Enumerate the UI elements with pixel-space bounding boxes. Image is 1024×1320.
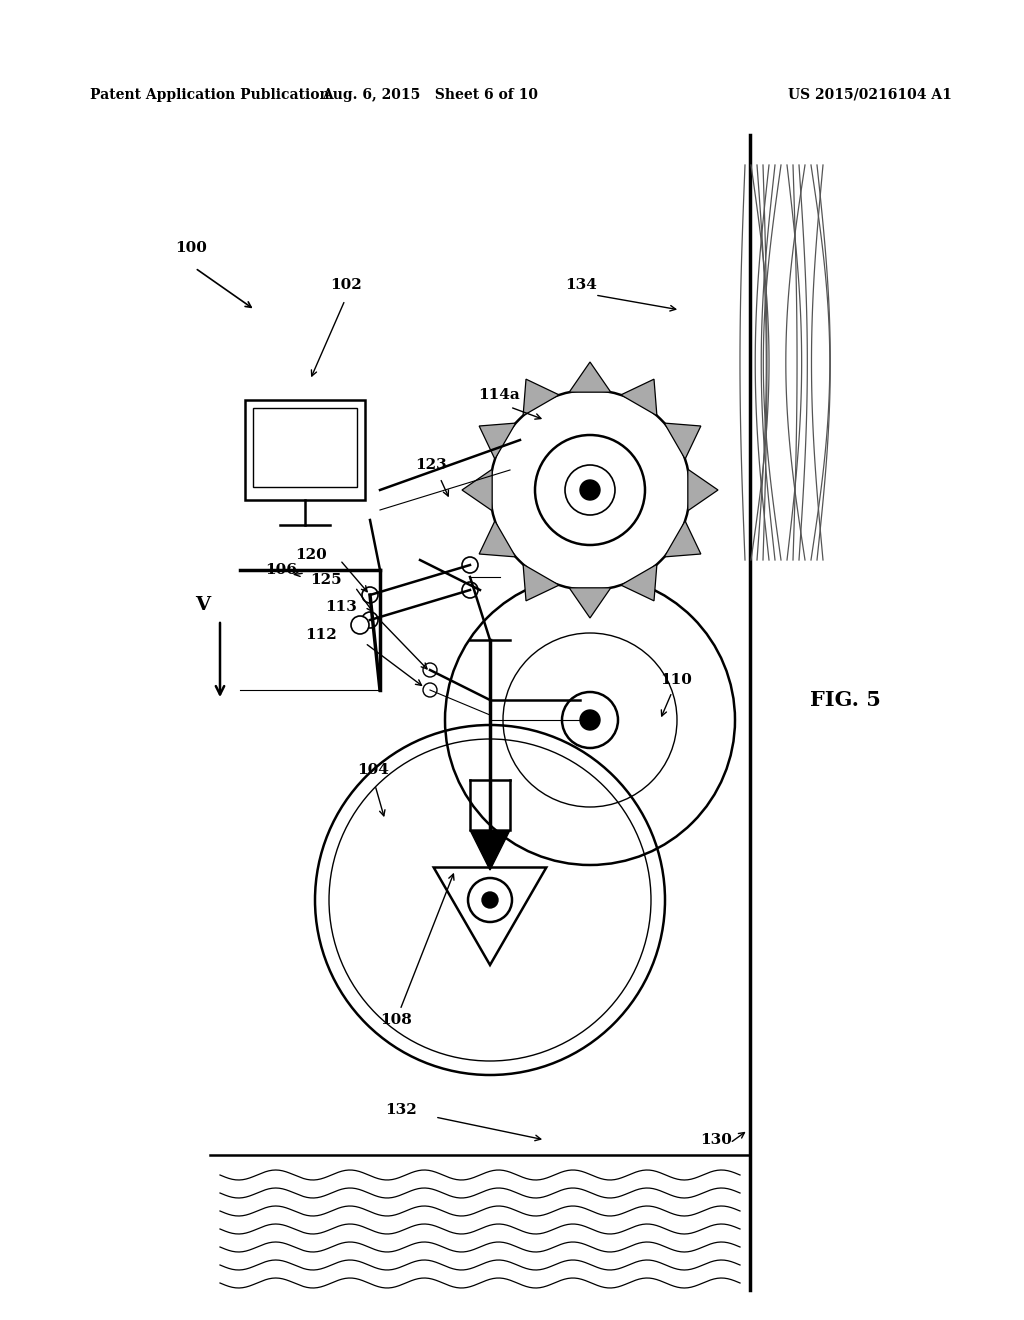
- Circle shape: [580, 480, 600, 500]
- Polygon shape: [569, 362, 610, 392]
- Text: 134: 134: [565, 279, 597, 292]
- Text: 102: 102: [330, 279, 361, 292]
- Text: 125: 125: [310, 573, 342, 587]
- Text: 108: 108: [380, 1012, 412, 1027]
- Text: 132: 132: [385, 1104, 417, 1117]
- Polygon shape: [470, 830, 510, 870]
- Text: 130: 130: [700, 1133, 732, 1147]
- Text: 106: 106: [265, 564, 297, 577]
- Circle shape: [351, 616, 369, 634]
- Circle shape: [565, 465, 615, 515]
- Polygon shape: [523, 379, 559, 416]
- Polygon shape: [479, 521, 516, 557]
- Text: US 2015/0216104 A1: US 2015/0216104 A1: [788, 88, 952, 102]
- Text: FIG. 5: FIG. 5: [810, 690, 881, 710]
- Circle shape: [423, 663, 437, 677]
- Polygon shape: [665, 521, 700, 557]
- Text: Patent Application Publication: Patent Application Publication: [90, 88, 330, 102]
- Circle shape: [482, 892, 498, 908]
- Polygon shape: [688, 469, 718, 511]
- Polygon shape: [665, 424, 700, 459]
- Bar: [245, 400, 365, 500]
- Circle shape: [490, 389, 690, 590]
- Circle shape: [362, 612, 378, 628]
- Bar: [253, 408, 357, 487]
- Circle shape: [468, 878, 512, 921]
- Polygon shape: [462, 469, 493, 511]
- Circle shape: [423, 682, 437, 697]
- Text: 114a: 114a: [478, 388, 520, 403]
- Text: 104: 104: [357, 763, 389, 777]
- Circle shape: [562, 692, 618, 748]
- Polygon shape: [621, 565, 657, 601]
- Text: 123: 123: [415, 458, 446, 473]
- Polygon shape: [523, 565, 559, 601]
- Polygon shape: [621, 379, 657, 416]
- Text: 100: 100: [175, 242, 207, 255]
- Circle shape: [362, 587, 378, 603]
- Text: Aug. 6, 2015   Sheet 6 of 10: Aug. 6, 2015 Sheet 6 of 10: [322, 88, 538, 102]
- Polygon shape: [479, 424, 516, 459]
- Circle shape: [462, 582, 478, 598]
- Text: 112: 112: [305, 628, 337, 642]
- Text: 110: 110: [660, 673, 692, 686]
- Circle shape: [535, 436, 645, 545]
- Circle shape: [462, 557, 478, 573]
- Text: 120: 120: [295, 548, 327, 562]
- Text: V: V: [195, 597, 210, 614]
- Polygon shape: [569, 587, 610, 618]
- Text: 113: 113: [325, 601, 357, 614]
- Circle shape: [580, 710, 600, 730]
